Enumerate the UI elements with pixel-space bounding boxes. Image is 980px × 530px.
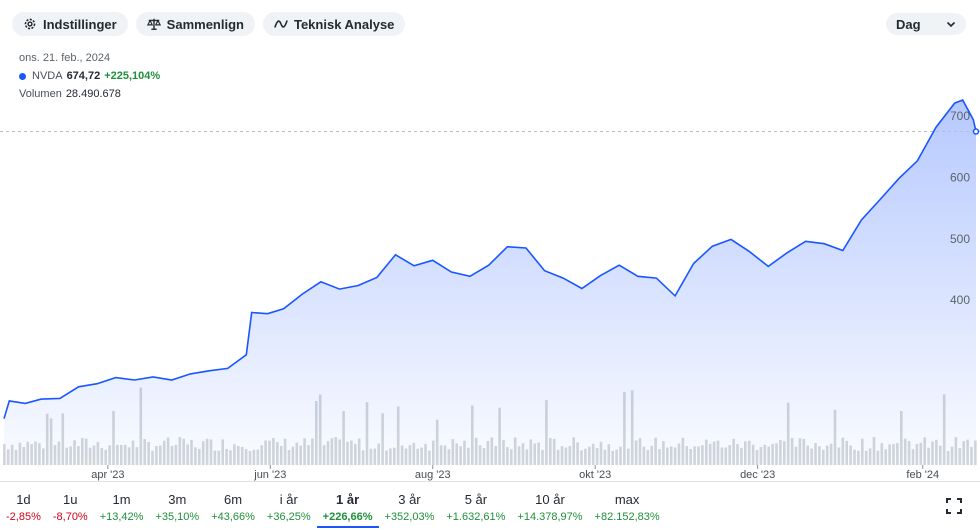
info-date: ons. 21. feb., 2024 — [19, 52, 111, 64]
range-label: 1 år — [336, 492, 360, 507]
x-tick-label: jun '23 — [253, 469, 286, 481]
range-label: 1m — [112, 492, 131, 507]
range-10-ar[interactable]: 10 år +14.378,97% — [511, 491, 588, 528]
x-axis: apr '23 jun '23 aug '23 okt '23 dec '23 feb '… — [91, 465, 939, 481]
range-change: +226,66% — [322, 511, 373, 523]
range-3-ar[interactable]: 3 år +352,03% — [379, 491, 441, 528]
technical-analysis-button[interactable]: Teknisk Analyse — [262, 12, 406, 36]
interval-select[interactable]: Dag — [886, 13, 966, 35]
range-change: +352,03% — [384, 511, 435, 523]
y-tick-label: 500 — [950, 232, 970, 246]
range-1-ar[interactable]: 1 år +226,66% — [316, 491, 379, 528]
info-symbol: NVDA — [32, 70, 63, 82]
range-i-ar[interactable]: i år +36,25% — [261, 491, 317, 528]
range-label: 1d — [16, 492, 31, 507]
range-label: i år — [279, 492, 298, 507]
range-label: 3m — [168, 492, 187, 507]
range-change: +35,10% — [155, 511, 200, 523]
y-tick-label: 400 — [950, 293, 970, 307]
range-change: +14.378,97% — [517, 511, 583, 523]
info-price: 674,72 — [66, 70, 101, 82]
last-price-marker — [972, 128, 980, 135]
range-selector: 1d -2,85% 1u -8,70% 1m +13,42% 3m +35,10% 6m +43,… — [0, 491, 666, 528]
range-label: 5 år — [464, 492, 488, 507]
range-label: 6m — [224, 492, 243, 507]
x-tick-label: feb '24 — [906, 469, 939, 481]
range-change: +13,42% — [99, 511, 144, 523]
gear-icon — [24, 18, 36, 30]
range-change: -8,70% — [52, 511, 88, 523]
range-1u[interactable]: 1u -8,70% — [47, 491, 94, 528]
price-chart[interactable]: 400 500 600 700 apr '23 jun '23 aug '23 okt '2… — [0, 40, 980, 481]
compare-label: Sammenlign — [166, 16, 244, 32]
range-6m[interactable]: 6m +43,66% — [205, 491, 261, 528]
y-tick-label: 600 — [950, 170, 970, 184]
x-tick-label: okt '23 — [579, 469, 611, 481]
series-dot-icon — [19, 72, 26, 80]
interval-value: Dag — [896, 16, 921, 32]
fullscreen-icon[interactable] — [946, 498, 962, 514]
range-change: +82.152,83% — [594, 511, 660, 523]
range-divider — [0, 481, 980, 482]
range-change: +43,66% — [211, 511, 255, 523]
range-label: max — [614, 492, 640, 507]
price-line — [3, 98, 977, 419]
settings-button[interactable]: Indstillinger — [12, 12, 128, 36]
settings-label: Indstillinger — [43, 16, 117, 32]
x-tick-label: apr '23 — [91, 469, 124, 481]
info-volume-row: Volumen 28.490.678 — [19, 85, 160, 103]
range-label: 1u — [63, 492, 78, 507]
chart-toolbar: Indstillinger Sammenlign Teknisk Analyse — [12, 12, 406, 36]
info-volume-value: 28.490.678 — [65, 88, 121, 100]
info-change: +225,104% — [104, 70, 161, 82]
range-change: +36,25% — [266, 511, 311, 523]
x-tick-label: dec '23 — [740, 469, 775, 481]
range-5-ar[interactable]: 5 år +1.632,61% — [440, 491, 511, 528]
price-area — [4, 100, 976, 465]
range-3m[interactable]: 3m +35,10% — [149, 491, 205, 528]
crosshair-info: ons. 21. feb., 2024 NVDA 674,72 +225,104… — [19, 49, 160, 103]
range-label: 10 år — [535, 492, 565, 507]
range-change: -2,85% — [6, 511, 41, 523]
range-max[interactable]: max +82.152,83% — [589, 491, 666, 528]
y-tick-label: 700 — [950, 109, 970, 123]
chevron-down-icon — [946, 21, 956, 28]
compare-button[interactable]: Sammenlign — [135, 12, 255, 36]
range-change: +1.632,61% — [446, 511, 506, 523]
range-1d[interactable]: 1d -2,85% — [0, 491, 47, 528]
scale-icon — [146, 18, 161, 30]
info-volume-label: Volumen — [19, 88, 62, 100]
x-tick-label: aug '23 — [415, 469, 451, 481]
info-price-row: NVDA 674,72 +225,104% — [19, 67, 160, 85]
range-1m[interactable]: 1m +13,42% — [94, 491, 150, 528]
trend-line-icon — [274, 20, 288, 28]
y-axis: 400 500 600 700 — [950, 109, 970, 307]
technical-analysis-label: Teknisk Analyse — [293, 16, 395, 32]
range-label: 3 år — [398, 492, 421, 507]
